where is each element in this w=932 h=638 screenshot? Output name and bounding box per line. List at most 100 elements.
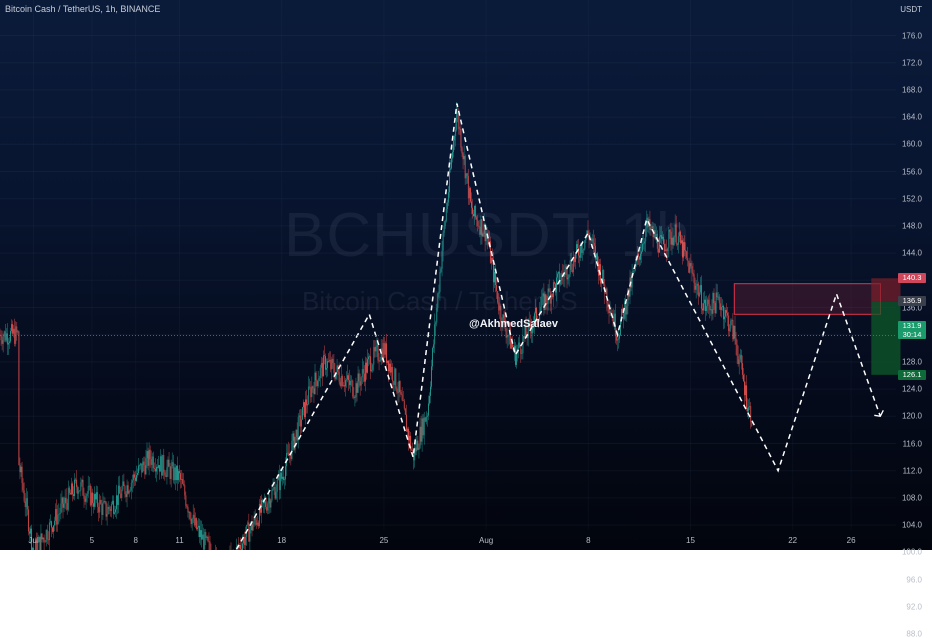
candle-body — [262, 500, 263, 501]
candle-body — [727, 313, 728, 316]
candle-body — [253, 524, 254, 530]
candle-body — [306, 399, 307, 405]
candle-body — [736, 338, 737, 344]
candle-body — [405, 409, 406, 415]
candle-body — [744, 381, 745, 395]
candle-body — [452, 152, 453, 158]
candle-body — [126, 494, 127, 497]
candle-body — [308, 387, 309, 405]
candle-body — [145, 465, 146, 474]
candle-body — [331, 359, 332, 369]
candle-body — [3, 337, 4, 344]
candle-body — [393, 381, 394, 385]
resistance-box — [734, 284, 880, 315]
candle-body — [110, 509, 111, 511]
candle-body — [188, 507, 189, 512]
candle-body — [618, 339, 619, 340]
candle-body — [721, 307, 722, 310]
candle-body — [76, 480, 77, 487]
candle-body — [164, 472, 165, 475]
candle-body — [107, 514, 108, 517]
candle-body — [695, 283, 696, 290]
candle-body — [59, 513, 60, 514]
candle-body — [454, 136, 455, 140]
candle-body — [2, 340, 3, 344]
candle-body — [359, 373, 360, 381]
candle-body — [746, 385, 747, 408]
candle-body — [313, 386, 314, 388]
candle-body — [358, 373, 359, 392]
candle-body — [701, 285, 702, 309]
candle-body — [69, 488, 70, 493]
candle-body — [508, 336, 509, 337]
candle-body — [419, 448, 420, 450]
candle-body — [451, 158, 452, 168]
candle-body — [411, 449, 412, 450]
candle-body — [16, 326, 17, 332]
candle-body — [702, 309, 703, 311]
candle-body — [321, 363, 322, 368]
candle-body — [323, 355, 324, 376]
candle-body — [384, 343, 385, 355]
candle-body — [75, 480, 76, 481]
candle-body — [429, 396, 430, 404]
y-tick-label: 120.0 — [902, 412, 922, 421]
candle-body — [748, 407, 749, 411]
candle-body — [172, 462, 173, 466]
candle-body — [171, 466, 172, 479]
candle-body — [392, 367, 393, 381]
candle-body — [461, 129, 462, 147]
candle-body — [53, 525, 54, 531]
candle-body — [45, 542, 46, 543]
candle-body — [385, 343, 386, 354]
candle-body — [98, 507, 99, 513]
candle-body — [244, 537, 245, 545]
candle-body — [352, 381, 353, 397]
candle-body — [132, 480, 133, 482]
candle-body — [616, 336, 617, 340]
candle-body — [105, 501, 106, 502]
candle-body — [62, 497, 63, 503]
candle-body — [373, 347, 374, 365]
chart-panel[interactable]: Bitcoin Cash / TetherUS, 1h, BINANCE USD… — [0, 0, 932, 550]
candle-body — [365, 363, 366, 382]
candle-body — [10, 331, 11, 342]
candle-body — [74, 480, 75, 496]
candle-body — [193, 515, 194, 519]
candle-body — [116, 495, 117, 509]
candle-body — [162, 455, 163, 476]
candle-body — [626, 306, 627, 314]
candle-body — [285, 466, 286, 479]
candle-body — [324, 355, 325, 356]
candle-body — [288, 453, 289, 456]
candle-body — [314, 388, 315, 394]
candle-body — [183, 484, 184, 485]
candle-body — [693, 273, 694, 274]
candle-body — [560, 281, 561, 285]
candle-body — [277, 480, 278, 492]
candle-body — [735, 326, 736, 338]
candle-body — [311, 386, 312, 397]
candle-body — [462, 148, 463, 154]
candle-body — [168, 460, 169, 468]
candle-body — [364, 374, 365, 382]
candle-body — [700, 285, 701, 292]
y-tick-label: 168.0 — [902, 85, 922, 94]
candle-body — [287, 453, 288, 454]
candle-body — [149, 450, 150, 466]
candle-body — [322, 363, 323, 376]
candle-body — [370, 356, 371, 371]
candle-body — [195, 518, 196, 525]
candle-body — [54, 521, 55, 526]
candle-body — [367, 359, 368, 372]
x-tick-label: 15 — [686, 536, 695, 545]
candle-body — [297, 430, 298, 441]
candle-body — [710, 309, 711, 310]
x-tick-label: 18 — [277, 536, 286, 545]
candle-body — [734, 326, 735, 339]
candle-body — [257, 523, 258, 525]
price-chart[interactable] — [0, 0, 932, 550]
candle-body — [181, 479, 182, 480]
candle-body — [465, 156, 466, 178]
candle-body — [154, 468, 155, 469]
